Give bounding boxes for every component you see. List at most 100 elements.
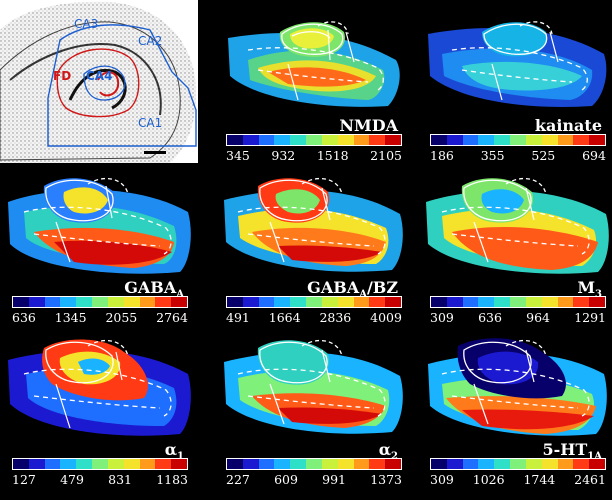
colorbar-segment bbox=[337, 297, 354, 307]
ca-region-outline bbox=[47, 24, 197, 147]
colorbar-segment bbox=[557, 297, 574, 307]
colorbar-segment bbox=[321, 459, 338, 469]
colorbar-segment bbox=[478, 459, 495, 469]
colorbar-segment bbox=[589, 459, 605, 469]
colorbar-segment bbox=[155, 459, 172, 469]
colorbar-segment bbox=[123, 459, 140, 469]
colorbar-segment bbox=[306, 297, 322, 307]
colorbar-segment bbox=[431, 135, 447, 145]
colorbar-segment bbox=[306, 135, 322, 145]
ca4-region-outline bbox=[83, 65, 126, 101]
colorbar-segment bbox=[321, 297, 338, 307]
colorbar-segment bbox=[107, 297, 124, 307]
colorbar-ticks: 636 1345 2055 2764 bbox=[12, 310, 188, 325]
colorbar-segment bbox=[541, 135, 558, 145]
colorbar-segment bbox=[123, 297, 140, 307]
colorbar-segment bbox=[369, 459, 386, 469]
colorbar-segment bbox=[431, 297, 447, 307]
colorbar-segment bbox=[557, 135, 574, 145]
colorbar-segment bbox=[573, 135, 590, 145]
colorbar-ticks: 491 1664 2836 4009 bbox=[226, 310, 402, 325]
colorbar-segment bbox=[44, 459, 61, 469]
colorbar-segment bbox=[274, 297, 291, 307]
panel-m3: M3 309 636 964 1291 bbox=[422, 172, 612, 332]
colorbar bbox=[430, 296, 606, 308]
colorbar bbox=[226, 296, 402, 308]
colorbar-segment bbox=[171, 297, 187, 307]
colorbar-segment bbox=[290, 135, 307, 145]
colorbar-segment bbox=[139, 459, 156, 469]
colorbar-segment bbox=[431, 459, 447, 469]
colorbar bbox=[226, 458, 402, 470]
label-ca2: CA2 bbox=[138, 34, 163, 48]
colorbar-segment bbox=[541, 297, 558, 307]
colorbar-segment bbox=[155, 297, 172, 307]
panel-5ht1a: 5-HT1A 309 1026 1744 2461 bbox=[422, 334, 612, 494]
colorbar-segment bbox=[107, 459, 124, 469]
colorbar-segment bbox=[462, 297, 479, 307]
colorbar-segment bbox=[573, 297, 590, 307]
colorbar bbox=[226, 134, 402, 146]
colorbar-segment bbox=[510, 297, 526, 307]
panel-title: NMDA bbox=[339, 116, 398, 135]
colorbar-segment bbox=[171, 459, 187, 469]
colorbar-segment bbox=[60, 459, 77, 469]
colorbar-segment bbox=[258, 297, 275, 307]
colorbar-segment bbox=[274, 135, 291, 145]
colorbar bbox=[12, 458, 188, 470]
label-ca4: CA4 bbox=[86, 69, 113, 83]
fd-region-outline bbox=[56, 48, 140, 118]
colorbar-segment bbox=[353, 297, 370, 307]
colorbar-segment bbox=[44, 297, 61, 307]
colorbar-segment bbox=[76, 459, 93, 469]
colorbar-segment bbox=[227, 297, 243, 307]
colorbar-segment bbox=[290, 297, 307, 307]
panel-alpha2: α2 227 609 991 1373 bbox=[218, 334, 408, 494]
colorbar-ticks: 186 355 525 694 bbox=[430, 148, 606, 163]
colorbar-segment bbox=[446, 459, 463, 469]
colorbar-segment bbox=[462, 459, 479, 469]
colorbar-segment bbox=[385, 135, 401, 145]
colorbar-segment bbox=[139, 297, 156, 307]
atlas-panel: CA3 CA2 FD CA4 CA1 bbox=[0, 0, 198, 164]
colorbar-segment bbox=[478, 135, 495, 145]
colorbar-segment bbox=[446, 297, 463, 307]
colorbar-segment bbox=[510, 135, 526, 145]
colorbar-segment bbox=[227, 135, 243, 145]
colorbar-segment bbox=[541, 459, 558, 469]
panel-kainate: kainate 186 355 525 694 bbox=[422, 10, 612, 170]
colorbar-segment bbox=[28, 459, 45, 469]
panel-alpha1: α1 127 479 831 1183 bbox=[4, 334, 194, 494]
colorbar-segment bbox=[353, 135, 370, 145]
colorbar-segment bbox=[274, 459, 291, 469]
panel-title: kainate bbox=[534, 116, 602, 135]
panel-nmda: NMDA 345 932 1518 2105 bbox=[218, 10, 408, 170]
scale-bar bbox=[144, 151, 166, 154]
colorbar-ticks: 227 609 991 1373 bbox=[226, 472, 402, 487]
colorbar-segment bbox=[28, 297, 45, 307]
colorbar-segment bbox=[92, 297, 108, 307]
colorbar-segment bbox=[589, 135, 605, 145]
label-ca3: CA3 bbox=[74, 17, 99, 31]
colorbar-segment bbox=[337, 459, 354, 469]
colorbar-ticks: 309 1026 1744 2461 bbox=[430, 472, 606, 487]
colorbar-segment bbox=[321, 135, 338, 145]
colorbar-segment bbox=[369, 135, 386, 145]
colorbar bbox=[430, 134, 606, 146]
colorbar-segment bbox=[353, 459, 370, 469]
colorbar-segment bbox=[13, 297, 29, 307]
colorbar-segment bbox=[306, 459, 322, 469]
panel-title: 5-HT1A bbox=[542, 440, 602, 463]
label-fd: FD bbox=[53, 69, 72, 83]
colorbar-segment bbox=[525, 135, 542, 145]
panel-gabaa: GABAA 636 1345 2055 2764 bbox=[4, 172, 194, 332]
colorbar-segment bbox=[369, 297, 386, 307]
panel-title: GABAA/BZ bbox=[307, 278, 398, 301]
colorbar-segment bbox=[92, 459, 108, 469]
colorbar-segment bbox=[337, 135, 354, 145]
colorbar bbox=[430, 458, 606, 470]
colorbar bbox=[12, 296, 188, 308]
colorbar-segment bbox=[525, 297, 542, 307]
colorbar-segment bbox=[494, 459, 511, 469]
panel-gabaa-bz: GABAA/BZ 491 1664 2836 4009 bbox=[218, 172, 408, 332]
